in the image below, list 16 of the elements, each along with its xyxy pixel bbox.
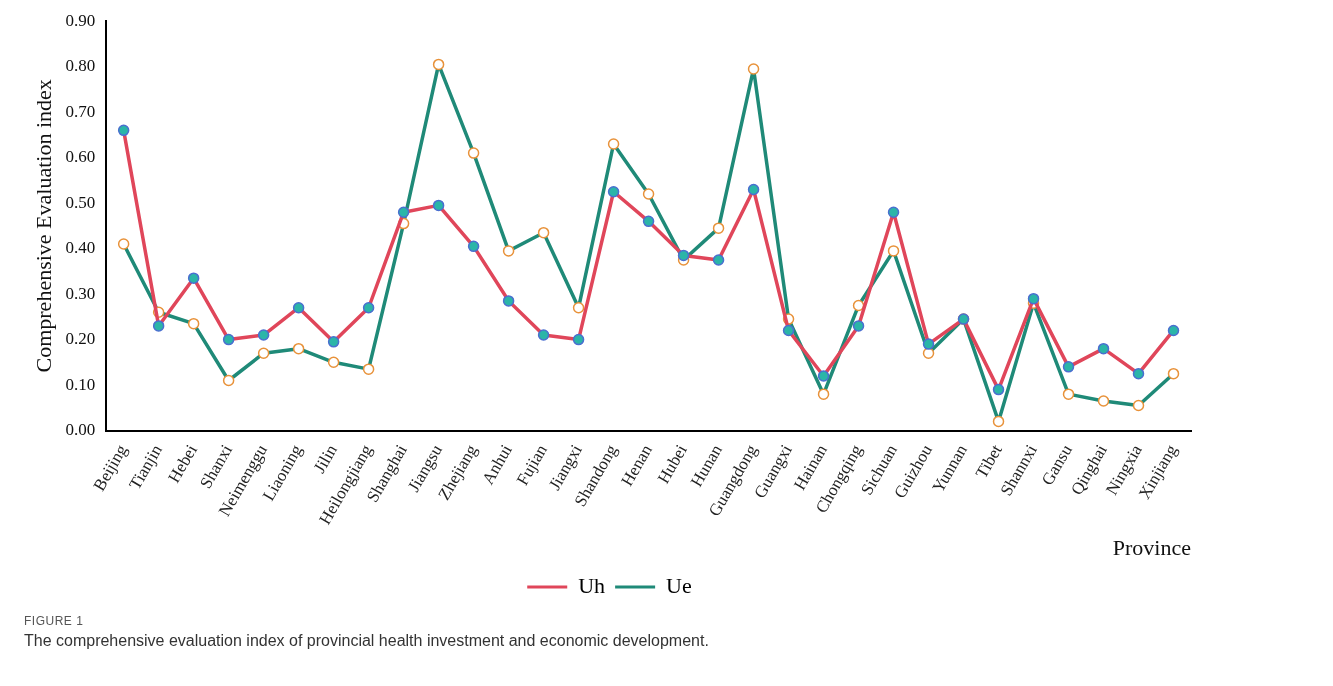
y-tick-label: 0.20 bbox=[65, 329, 96, 349]
y-tick-label: 0.80 bbox=[65, 56, 96, 76]
y-tick-label: 0.30 bbox=[65, 283, 96, 303]
y-tick-label: 0.10 bbox=[65, 374, 96, 394]
y-tick-label: 0.70 bbox=[65, 101, 96, 121]
x-axis-title: Province bbox=[1112, 534, 1191, 560]
legend-label: Uh bbox=[578, 572, 606, 598]
y-tick-label: 0.60 bbox=[65, 147, 96, 167]
y-tick-label: 0.90 bbox=[65, 10, 96, 30]
legend-label: Ue bbox=[666, 572, 692, 598]
y-tick-label: 0.40 bbox=[65, 238, 96, 258]
text: The comprehensive evaluation index of provincial health investment and economic development. bbox=[24, 632, 710, 650]
caption: FIGURE 1 bbox=[24, 614, 85, 628]
y-axis-title: Comprehensive Evaluation index bbox=[30, 79, 56, 373]
y-tick-label: 0.00 bbox=[65, 420, 96, 439]
y-tick-label: 0.50 bbox=[65, 192, 96, 212]
